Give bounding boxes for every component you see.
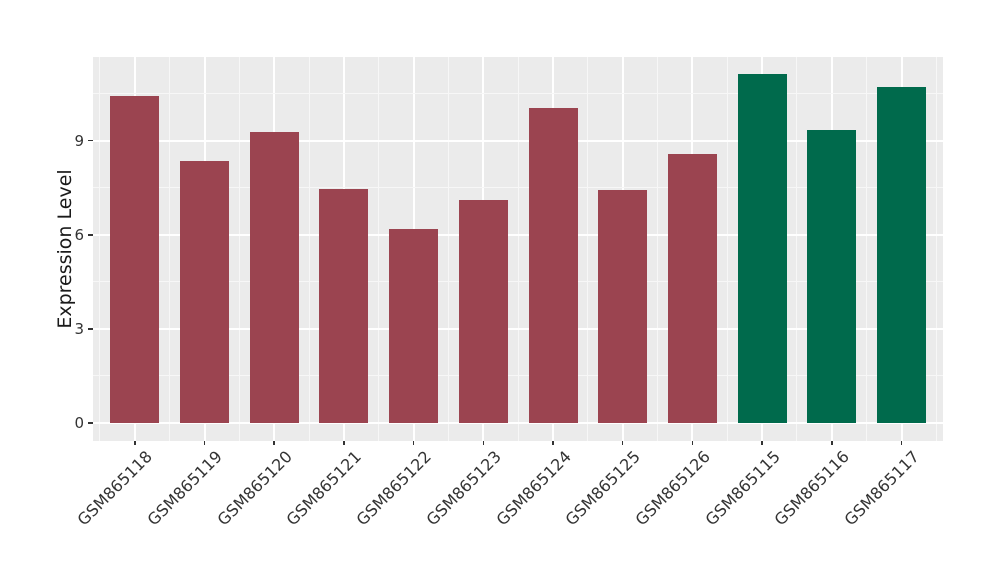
x-tick-label-GSM865126: GSM865126 bbox=[631, 447, 714, 530]
gridline-vertical-minor bbox=[866, 57, 868, 441]
gridline-vertical-minor bbox=[378, 57, 380, 441]
bar-GSM865126 bbox=[667, 154, 717, 423]
bar-GSM865125 bbox=[598, 189, 648, 423]
bar-GSM865122 bbox=[389, 229, 439, 423]
gridline-vertical-minor bbox=[657, 57, 659, 441]
bar-GSM865123 bbox=[458, 199, 508, 423]
bar-GSM865117 bbox=[877, 87, 926, 423]
gridline-vertical-minor bbox=[796, 57, 798, 441]
y-axis-tick bbox=[88, 328, 93, 330]
gridline-vertical-minor bbox=[308, 57, 310, 441]
gridline-horizontal-minor bbox=[93, 93, 943, 95]
gridline-horizontal-major bbox=[93, 233, 943, 236]
x-axis-tick bbox=[482, 441, 485, 445]
y-tick-label: 6 bbox=[74, 225, 84, 244]
bar-GSM865121 bbox=[319, 189, 369, 423]
x-axis-tick bbox=[552, 441, 554, 445]
y-axis-title: Expression Level bbox=[54, 169, 76, 329]
x-tick-label-GSM865119: GSM865119 bbox=[143, 447, 226, 530]
plot-panel bbox=[93, 57, 943, 441]
gridline-vertical-minor bbox=[935, 57, 937, 441]
y-tick-label: 9 bbox=[74, 131, 84, 150]
y-axis-tick bbox=[88, 234, 93, 236]
y-axis-tick bbox=[88, 422, 93, 424]
gridline-horizontal-minor bbox=[93, 281, 943, 283]
gridline-horizontal-major bbox=[93, 422, 943, 424]
gridline-vertical-minor bbox=[447, 57, 449, 441]
bar-GSM865115 bbox=[737, 73, 787, 423]
x-axis-tick bbox=[900, 441, 903, 445]
x-axis-tick bbox=[134, 441, 136, 445]
gridline-vertical-minor bbox=[726, 57, 728, 441]
bar-GSM865119 bbox=[180, 161, 229, 423]
y-tick-label: 0 bbox=[74, 414, 84, 432]
gridline-vertical-minor bbox=[517, 57, 519, 441]
x-axis-tick bbox=[203, 441, 206, 445]
gridline-vertical-minor bbox=[587, 57, 589, 441]
y-axis-tick bbox=[88, 139, 93, 142]
gridline-vertical-minor bbox=[99, 57, 101, 441]
bar-GSM865118 bbox=[110, 96, 160, 423]
bar-GSM865124 bbox=[528, 107, 578, 423]
gridline-vertical-minor bbox=[238, 57, 240, 441]
gridline-horizontal-minor bbox=[93, 375, 943, 377]
gridline-vertical-minor bbox=[169, 57, 171, 441]
x-axis-tick bbox=[761, 441, 763, 445]
gridline-horizontal-major bbox=[93, 327, 943, 330]
x-axis-tick bbox=[831, 441, 833, 445]
gridline-horizontal-minor bbox=[93, 187, 943, 189]
x-axis-tick bbox=[691, 441, 694, 445]
x-axis-tick bbox=[273, 441, 275, 445]
y-tick-label: 3 bbox=[74, 319, 84, 338]
x-axis-tick bbox=[621, 441, 624, 445]
bar-GSM865120 bbox=[249, 131, 299, 423]
gridline-horizontal-major bbox=[93, 139, 943, 142]
x-tick-label-GSM865117: GSM865117 bbox=[840, 447, 923, 530]
x-axis-tick bbox=[343, 441, 345, 445]
x-axis-tick bbox=[412, 441, 415, 445]
bar-GSM865116 bbox=[807, 130, 857, 423]
